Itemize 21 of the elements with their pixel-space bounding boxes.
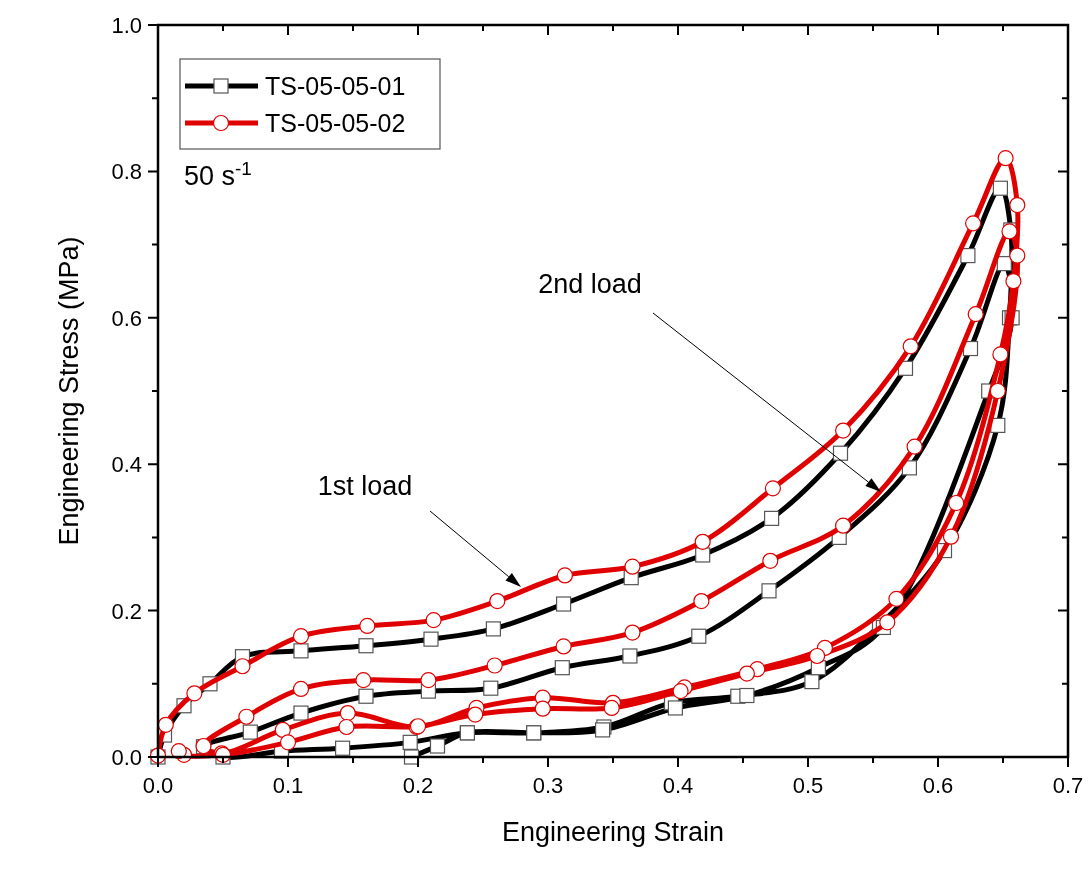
x-axis-title: Engineering Strain [501,817,725,847]
x-tick-label: 0.4 [662,773,694,798]
y-axis-title: Engineering Stress (MPa) [54,236,84,546]
y-tick-label: 0.0 [111,745,142,770]
y-tick-label: 1.0 [111,13,142,38]
y-tick-label: 0.4 [111,452,142,478]
x-tick-label: 0.3 [532,773,564,798]
annotation: 50 s$^{-1}$ [184,157,252,191]
x-tick-label: 0.7 [1052,773,1084,798]
x-tick-label: 0.1 [272,773,304,798]
x-tick-label: 0.2 [402,773,434,798]
annotation: 1st load [317,471,413,501]
legend-label: TS-05-05-02 [265,109,406,137]
x-tick-label: 0.0 [142,773,174,798]
y-tick-label: 0.8 [111,159,142,185]
y-tick-label: 0.2 [111,598,142,624]
y-tick-label: 0.6 [111,305,142,331]
x-tick-label: 0.5 [792,773,824,798]
annotation: 2nd load [538,269,642,299]
x-tick-label: 0.6 [922,773,954,798]
legend-label: TS-05-05-01 [265,72,406,100]
